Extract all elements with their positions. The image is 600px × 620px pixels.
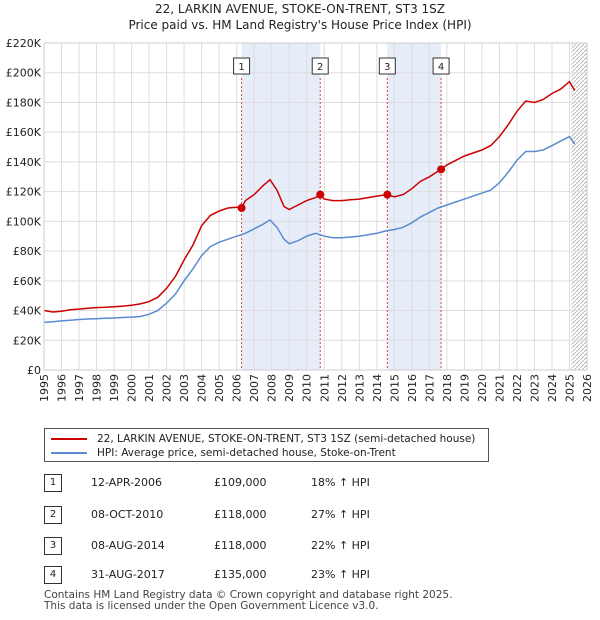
x-tick-label: 1995 — [38, 374, 51, 402]
legend-item-property: 22, LARKIN AVENUE, STOKE-ON-TRENT, ST3 1… — [51, 432, 475, 446]
sale-label-box — [233, 57, 251, 75]
projection-hatch — [571, 43, 587, 370]
x-tick-label: 2004 — [196, 374, 209, 402]
transaction-price: £135,000 — [214, 568, 267, 581]
x-tick-label: 2018 — [441, 374, 454, 402]
plot-frame — [43, 42, 588, 371]
transaction-price: £109,000 — [214, 476, 267, 489]
transaction-number: 3 — [44, 537, 62, 555]
sale-label: 1 — [238, 62, 244, 73]
sale-point — [437, 165, 446, 174]
chart-title: 22, LARKIN AVENUE, STOKE-ON-TRENT, ST3 1… — [155, 2, 445, 16]
sale-label: 4 — [438, 62, 444, 73]
x-tick-label: 2021 — [493, 374, 506, 402]
transaction-number: 4 — [44, 566, 62, 584]
x-tick-label: 2009 — [283, 374, 296, 402]
transaction-date: 08-AUG-2014 — [91, 539, 165, 552]
shaded-period — [387, 43, 442, 370]
sale-label-box — [311, 57, 329, 75]
x-tick-label: 2026 — [581, 374, 594, 402]
x-tick-label: 1996 — [56, 374, 69, 402]
x-tick-label: 2014 — [371, 374, 384, 402]
transaction-hpi: 18% ↑ HPI — [311, 476, 370, 489]
y-tick-label: £180K — [6, 96, 42, 109]
shaded-period — [241, 43, 321, 370]
sale-point — [383, 190, 392, 199]
y-tick-label: £160K — [6, 126, 42, 139]
legend-swatch-hpi — [51, 452, 87, 454]
legend-label-hpi: HPI: Average price, semi-detached house,… — [97, 447, 396, 459]
footer-licence: This data is licensed under the Open Gov… — [44, 600, 379, 612]
transaction-hpi: 23% ↑ HPI — [311, 568, 370, 581]
x-tick-label: 2002 — [161, 374, 174, 402]
transaction-date: 31-AUG-2017 — [91, 568, 165, 581]
x-tick-label: 1998 — [91, 374, 104, 402]
series-line-hpi — [43, 135, 576, 324]
y-tick-label: £200K — [6, 67, 42, 80]
transaction-date: 12-APR-2006 — [91, 476, 163, 489]
x-tick-label: 2001 — [143, 374, 156, 402]
x-tick-label: 2012 — [336, 374, 349, 402]
transaction-price: £118,000 — [214, 508, 267, 521]
footer-copyright: Contains HM Land Registry data © Crown c… — [44, 589, 453, 601]
y-tick-label: £220K — [6, 37, 42, 50]
sale-label: 2 — [317, 62, 323, 73]
x-tick-label: 2017 — [423, 374, 436, 402]
sale-point — [316, 190, 325, 199]
legend-swatch-property — [51, 438, 87, 440]
series-line-property — [43, 80, 576, 313]
transaction-hpi: 22% ↑ HPI — [311, 539, 370, 552]
x-tick-label: 2007 — [248, 374, 261, 402]
x-tick-label: 2020 — [476, 374, 489, 402]
x-tick-label: 2010 — [301, 374, 314, 402]
x-tick-label: 1997 — [73, 374, 86, 402]
transaction-date: 08-OCT-2010 — [91, 508, 164, 521]
chart-legend: 22, LARKIN AVENUE, STOKE-ON-TRENT, ST3 1… — [44, 428, 489, 462]
y-tick-label: £120K — [6, 186, 42, 199]
x-tick-label: 1999 — [108, 374, 121, 402]
footer-note: Contains HM Land Registry data © Crown c… — [44, 590, 452, 612]
x-tick-label: 2025 — [563, 374, 576, 402]
y-tick-label: £140K — [6, 156, 42, 169]
y-tick-label: £80K — [13, 245, 42, 258]
transaction-number: 2 — [44, 506, 62, 524]
y-tick-label: £100K — [6, 215, 42, 228]
price-chart: 22, LARKIN AVENUE, STOKE-ON-TRENT, ST3 1… — [6, 2, 594, 402]
x-tick-label: 2003 — [178, 374, 191, 402]
x-tick-label: 2019 — [458, 374, 471, 402]
x-tick-label: 2024 — [546, 374, 559, 402]
x-tick-label: 2005 — [213, 374, 226, 402]
x-tick-label: 2006 — [231, 374, 244, 402]
x-tick-label: 2011 — [318, 374, 331, 402]
sale-label-box — [378, 57, 396, 75]
x-tick-label: 2013 — [353, 374, 366, 402]
y-tick-label: £20K — [13, 334, 42, 347]
x-tick-label: 2000 — [126, 374, 139, 402]
x-tick-label: 2023 — [528, 374, 541, 402]
x-tick-label: 2016 — [406, 374, 419, 402]
sale-label-box — [432, 57, 450, 75]
transaction-hpi: 27% ↑ HPI — [311, 508, 370, 521]
legend-item-hpi: HPI: Average price, semi-detached house,… — [51, 446, 396, 460]
y-tick-label: £40K — [13, 305, 42, 318]
x-tick-label: 2008 — [266, 374, 279, 402]
transaction-number: 1 — [44, 474, 62, 492]
y-tick-label: £0 — [27, 364, 41, 377]
y-tick-label: £60K — [13, 275, 42, 288]
sale-point — [237, 203, 246, 212]
transaction-price: £118,000 — [214, 539, 267, 552]
x-tick-label: 2015 — [388, 374, 401, 402]
sale-label: 3 — [384, 62, 390, 73]
legend-label-property: 22, LARKIN AVENUE, STOKE-ON-TRENT, ST3 1… — [97, 433, 476, 445]
chart-subtitle: Price paid vs. HM Land Registry's House … — [128, 18, 471, 32]
x-tick-label: 2022 — [511, 374, 524, 402]
